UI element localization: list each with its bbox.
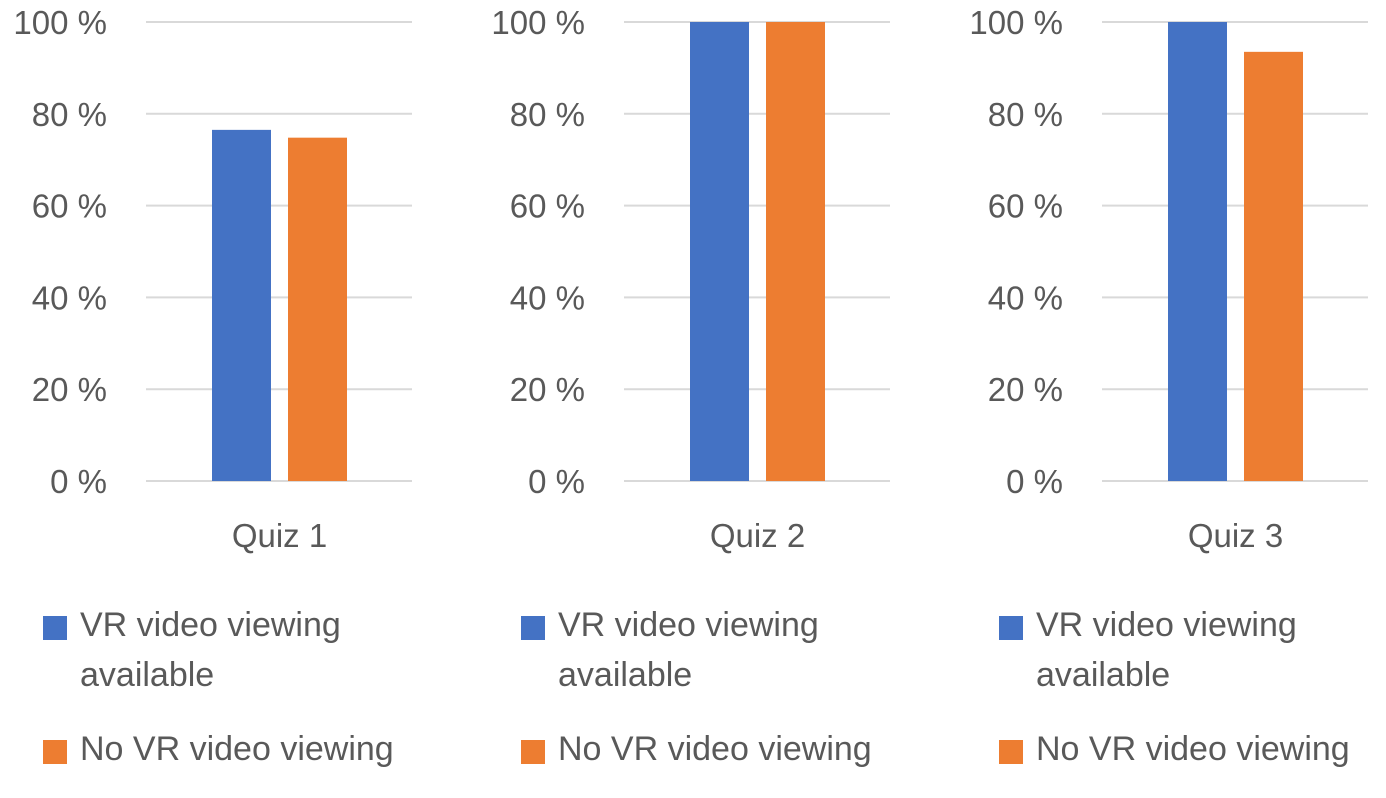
legend-swatch xyxy=(999,616,1023,640)
bar-no-vr xyxy=(288,137,347,481)
chart-panel-1: 0 % 20 % 40 % 60 % 80 % 100 % Quiz 1 VR video v… xyxy=(0,0,430,780)
legend: VR video viewing available No VR video vi… xyxy=(518,600,958,798)
legend-item: VR video viewing available xyxy=(996,600,1386,700)
bar-no-vr xyxy=(766,22,825,481)
legend-label: No VR video viewing xyxy=(558,730,872,768)
y-tick-label: 20 % xyxy=(988,371,1063,408)
bar-chart-3: 0 % 20 % 40 % 60 % 80 % 100 % Quiz 3 xyxy=(969,4,1368,554)
y-tick-label: 60 % xyxy=(510,188,585,225)
x-category-label: Quiz 2 xyxy=(710,517,805,554)
y-tick-label: 60 % xyxy=(988,188,1063,225)
legend-item: No VR video viewing xyxy=(996,724,1386,774)
chart-panel-2: 0 % 20 % 40 % 60 % 80 % 100 % Quiz 2 VR video v… xyxy=(478,0,908,780)
y-tick-label: 0 % xyxy=(1006,463,1063,500)
y-tick-label: 20 % xyxy=(32,371,107,408)
bar-vr-available xyxy=(690,22,749,481)
bar-chart-1: 0 % 20 % 40 % 60 % 80 % 100 % Quiz 1 xyxy=(13,4,412,554)
y-tick-label: 0 % xyxy=(528,463,585,500)
legend: VR video viewing available No VR video vi… xyxy=(996,600,1386,798)
legend-swatch xyxy=(43,740,67,764)
legend-label: No VR video viewing xyxy=(80,730,394,768)
y-tick-label: 40 % xyxy=(510,279,585,316)
bar-vr-available xyxy=(1168,22,1227,481)
legend-item: No VR video viewing xyxy=(518,724,958,774)
legend-label: VR video viewing available xyxy=(558,606,819,694)
y-tick-label: 80 % xyxy=(988,96,1063,133)
legend: VR video viewing available No VR video vi… xyxy=(40,600,480,798)
y-tick-label: 40 % xyxy=(32,279,107,316)
y-tick-label: 100 % xyxy=(491,4,585,41)
legend-label: VR video viewing available xyxy=(80,606,341,694)
legend-swatch xyxy=(521,740,545,764)
legend-swatch xyxy=(999,740,1023,764)
chart-panels: 0 % 20 % 40 % 60 % 80 % 100 % Quiz 1 VR video v… xyxy=(0,0,1386,780)
y-tick-label: 100 % xyxy=(13,4,107,41)
bar-no-vr xyxy=(1244,51,1303,482)
x-category-label: Quiz 1 xyxy=(232,517,327,554)
legend-swatch xyxy=(43,616,67,640)
y-tick-label: 80 % xyxy=(510,96,585,133)
legend-label: VR video viewing available xyxy=(1036,606,1297,694)
bar-chart-2: 0 % 20 % 40 % 60 % 80 % 100 % Quiz 2 xyxy=(491,4,890,554)
legend-item: VR video viewing available xyxy=(40,600,480,700)
legend-label: No VR video viewing xyxy=(1036,730,1350,768)
x-category-label: Quiz 3 xyxy=(1188,517,1283,554)
y-tick-label: 100 % xyxy=(969,4,1063,41)
y-tick-label: 20 % xyxy=(510,371,585,408)
legend-item: VR video viewing available xyxy=(518,600,958,700)
chart-panel-3: 0 % 20 % 40 % 60 % 80 % 100 % Quiz 3 VR video v… xyxy=(956,0,1386,780)
legend-swatch xyxy=(521,616,545,640)
legend-item: No VR video viewing xyxy=(40,724,480,774)
y-tick-label: 80 % xyxy=(32,96,107,133)
y-tick-label: 0 % xyxy=(50,463,107,500)
y-tick-label: 60 % xyxy=(32,188,107,225)
y-tick-label: 40 % xyxy=(988,279,1063,316)
bar-vr-available xyxy=(212,129,271,482)
